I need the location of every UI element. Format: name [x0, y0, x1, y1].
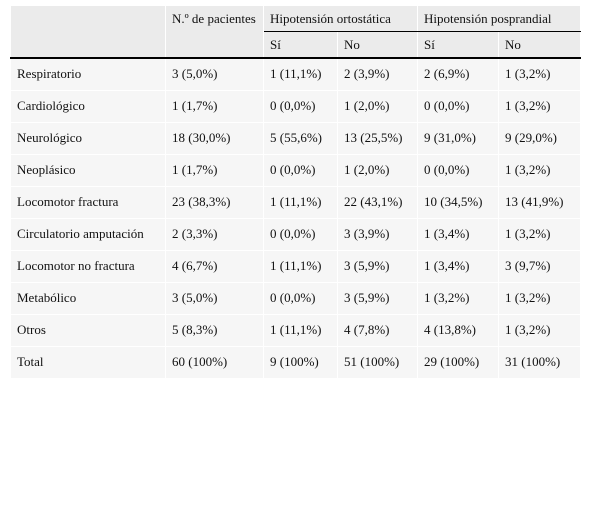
table-cell: 5 (55,6%): [263, 122, 338, 155]
table-cell: 1 (3,2%): [417, 282, 500, 315]
table-cell: 1 (2,0%): [336, 90, 419, 123]
table-cell: 5 (8,3%): [165, 314, 264, 347]
table-cell: 31 (100%): [498, 346, 582, 379]
table-cell: 51 (100%): [336, 346, 419, 379]
table-cell: 1 (11,1%): [263, 57, 338, 91]
table-cell: 1 (3,2%): [498, 57, 582, 91]
header-cell: No: [336, 31, 419, 59]
table-cell: 2 (6,9%): [417, 57, 500, 91]
row-label: Neoplásico: [10, 154, 166, 187]
table-cell: 1 (1,7%): [165, 154, 264, 187]
table-cell: 4 (6,7%): [165, 250, 264, 283]
table-cell: 9 (31,0%): [417, 122, 500, 155]
table-cell: 3 (9,7%): [498, 250, 582, 283]
table-cell: 1 (3,2%): [498, 282, 582, 315]
header-group: Hipotensión ortostática: [262, 5, 419, 32]
table-row: Total 60 (100%) 9 (100%) 51 (100%) 29 (100%)…: [10, 346, 582, 379]
table-cell: 23 (38,3%): [165, 186, 264, 219]
header-cell: No: [498, 31, 582, 59]
table-cell: 3 (3,9%): [336, 218, 419, 251]
header-cell: Sí: [417, 31, 500, 59]
header-cell: Sí: [263, 31, 338, 59]
table-header: N.º de pacientes Hipotensión ortostática…: [10, 5, 582, 59]
row-label: Otros: [10, 314, 166, 347]
header-group: Hipotensión posprandial: [417, 5, 582, 32]
table-cell: 0 (0,0%): [263, 154, 338, 187]
table-row: Neoplásico 1 (1,7%) 0 (0,0%) 1 (2,0%) 0 (0,0…: [10, 154, 582, 187]
table-cell: 1 (3,2%): [498, 314, 582, 347]
row-label: Cardiológico: [10, 90, 166, 123]
table-cell: 9 (29,0%): [498, 122, 582, 155]
header-cell: N.º de pacientes: [165, 5, 264, 59]
table-cell: 3 (5,0%): [165, 282, 264, 315]
table-cell: 1 (11,1%): [263, 314, 338, 347]
row-label: Circulatorio amputación: [10, 218, 166, 251]
row-label: Total: [10, 346, 166, 379]
row-label: Locomotor no fractura: [10, 250, 166, 283]
table-cell: 0 (0,0%): [263, 90, 338, 123]
table-cell: 60 (100%): [165, 346, 264, 379]
table-cell: 3 (5,9%): [336, 282, 419, 315]
table-cell: 10 (34,5%): [417, 186, 500, 219]
table-cell: 9 (100%): [263, 346, 338, 379]
table-cell: 13 (25,5%): [336, 122, 419, 155]
row-label: Respiratorio: [10, 57, 166, 91]
table-cell: 29 (100%): [417, 346, 500, 379]
table-cell: 2 (3,9%): [336, 57, 419, 91]
table-cell: 4 (7,8%): [336, 314, 419, 347]
table-cell: 3 (5,9%): [336, 250, 419, 283]
table-cell: 13 (41,9%): [498, 186, 582, 219]
table-row: Metabólico 3 (5,0%) 0 (0,0%) 3 (5,9%) 1 (3,2…: [10, 282, 582, 315]
row-label: Metabólico: [10, 282, 166, 315]
table-row: Locomotor no fractura 4 (6,7%) 1 (11,1%) 3 …: [10, 250, 582, 283]
table-row: Neurológico 18 (30,0%) 5 (55,6%) 13 (25,5%)…: [10, 122, 582, 155]
table-cell: 1 (1,7%): [165, 90, 264, 123]
table-cell: 0 (0,0%): [417, 90, 500, 123]
data-table: N.º de pacientes Hipotensión ortostática…: [10, 5, 582, 379]
table-cell: 3 (5,0%): [165, 57, 264, 91]
table-cell: 18 (30,0%): [165, 122, 264, 155]
table-cell: 1 (11,1%): [263, 250, 338, 283]
table-cell: 1 (3,2%): [498, 90, 582, 123]
row-label: Locomotor fractura: [10, 186, 166, 219]
table-cell: 4 (13,8%): [417, 314, 500, 347]
table-body: Respiratorio 3 (5,0%) 1 (11,1%) 2 (3,9%) 2 (…: [10, 57, 582, 379]
table-cell: 0 (0,0%): [263, 282, 338, 315]
table-cell: 1 (3,2%): [498, 218, 582, 251]
table-cell: 1 (3,4%): [417, 250, 500, 283]
table-cell: 1 (3,4%): [417, 218, 500, 251]
table-row: Locomotor fractura 23 (38,3%) 1 (11,1%) 22 …: [10, 186, 582, 219]
table-cell: 22 (43,1%): [336, 186, 419, 219]
table-cell: 2 (3,3%): [165, 218, 264, 251]
table-row: Circulatorio amputación 2 (3,3%) 0 (0,0%) 3…: [10, 218, 582, 251]
table-cell: 0 (0,0%): [263, 218, 338, 251]
table-cell: 1 (11,1%): [263, 186, 338, 219]
header-cell: [10, 5, 166, 59]
table-cell: 1 (3,2%): [498, 154, 582, 187]
table-row: Otros 5 (8,3%) 1 (11,1%) 4 (7,8%) 4 (13,8%) 1…: [10, 314, 582, 347]
table-row: Respiratorio 3 (5,0%) 1 (11,1%) 2 (3,9%) 2 (…: [10, 57, 582, 91]
table-cell: 1 (2,0%): [336, 154, 419, 187]
row-label: Neurológico: [10, 122, 166, 155]
table-row: Cardiológico 1 (1,7%) 0 (0,0%) 1 (2,0%) 0 (0…: [10, 90, 582, 123]
table-cell: 0 (0,0%): [417, 154, 500, 187]
